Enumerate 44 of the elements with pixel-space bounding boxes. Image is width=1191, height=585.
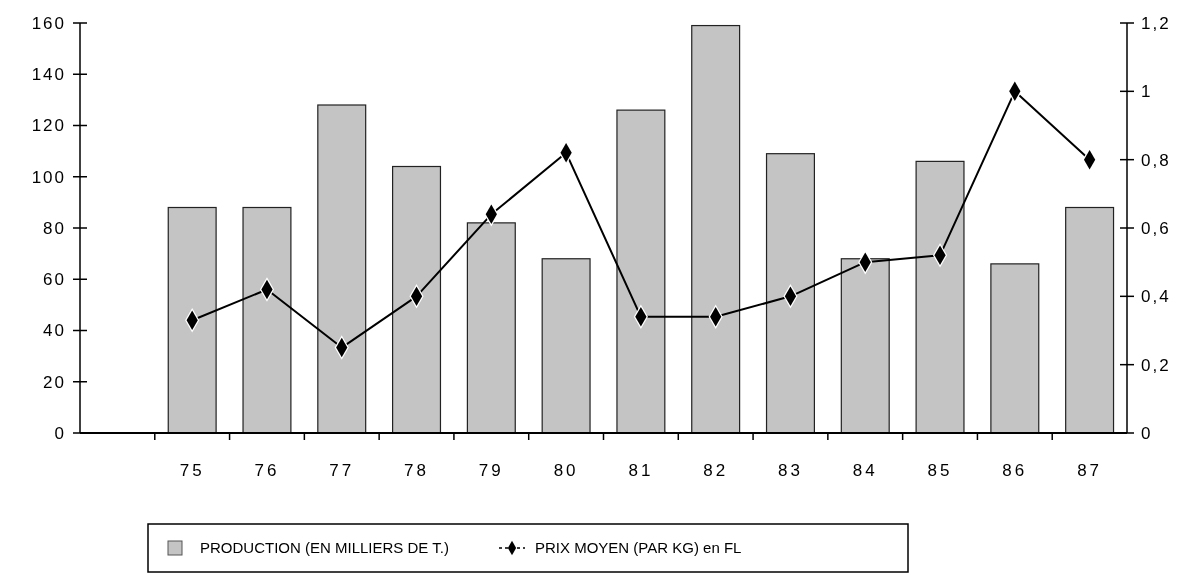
x-tick-label: 76: [254, 461, 280, 480]
bar: [1065, 206, 1115, 434]
y-tick-label: 80: [43, 218, 66, 238]
bar: [840, 258, 890, 434]
x-tick-label: 86: [1002, 461, 1028, 480]
x-tick-label: 84: [852, 461, 878, 480]
bar: [242, 206, 292, 434]
y-tick-label: 100: [31, 167, 66, 187]
legend-label: PRODUCTION (EN MILLIERS DE T.): [200, 539, 449, 557]
bar: [466, 222, 516, 434]
x-tick-label: 80: [553, 461, 579, 480]
y-tick-label: 40: [43, 321, 66, 341]
y2-tick-label: 0,8: [1141, 150, 1171, 170]
x-tick-label: 85: [927, 461, 953, 480]
bar: [915, 160, 965, 434]
bar: [392, 165, 442, 434]
y-tick-label: 60: [43, 270, 66, 290]
y2-tick-label: 0,2: [1141, 355, 1171, 375]
y-tick-label: 120: [31, 116, 66, 136]
bar: [541, 258, 591, 434]
y2-tick-label: 0,6: [1141, 218, 1171, 238]
y-tick-label: 0: [54, 423, 66, 443]
bar: [317, 104, 367, 434]
x-tick-label: 79: [478, 461, 504, 480]
x-tick-label: 81: [628, 461, 654, 480]
y2-tick-label: 0: [1141, 423, 1153, 443]
bar: [167, 206, 217, 434]
y-tick-label: 140: [31, 65, 66, 85]
bar: [616, 109, 666, 434]
bar: [691, 24, 741, 434]
y2-tick-label: 0,4: [1141, 287, 1171, 307]
bar: [990, 263, 1040, 434]
y-tick-label: 20: [43, 372, 66, 392]
y-tick-label: 160: [31, 13, 66, 33]
y2-tick-label: 1,2: [1141, 13, 1171, 33]
x-tick-label: 87: [1077, 461, 1103, 480]
x-tick-label: 78: [404, 461, 429, 480]
x-tick-label: 82: [703, 461, 729, 480]
x-tick-label: 75: [179, 461, 205, 480]
x-tick-label: 77: [329, 461, 355, 480]
x-tick-label: 83: [778, 461, 803, 480]
legend-label: PRIX MOYEN (PAR KG) en FL: [535, 539, 742, 557]
bar: [765, 153, 815, 434]
y2-tick-label: 1: [1141, 82, 1153, 102]
